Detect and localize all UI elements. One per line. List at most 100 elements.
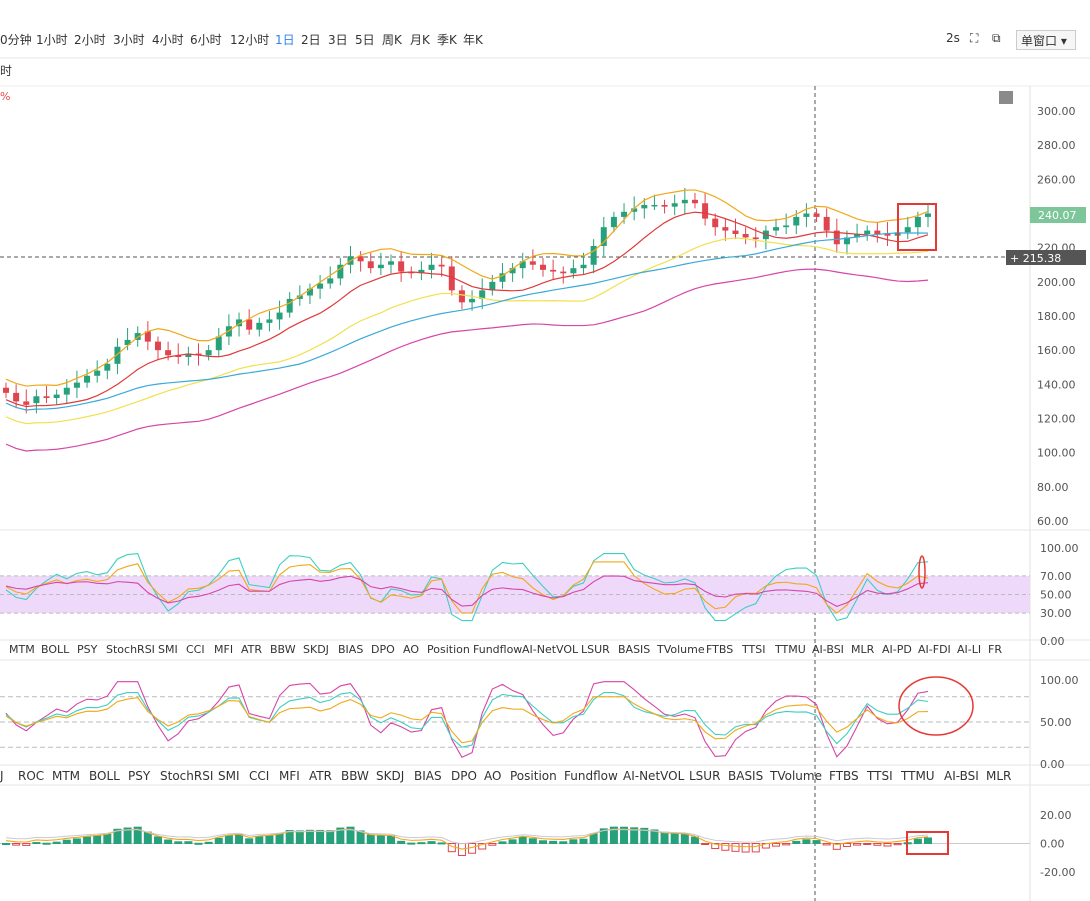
- indicator-tab[interactable]: TTMU: [901, 769, 935, 783]
- indicator-tab[interactable]: BASIS: [728, 769, 764, 783]
- indicator-tab[interactable]: ROC: [18, 769, 45, 783]
- histogram-bar: [32, 842, 41, 845]
- indicator-tab[interactable]: LSUR: [581, 643, 610, 656]
- timeframe-tab[interactable]: 1日: [275, 33, 295, 47]
- indicator-tab[interactable]: TTMU: [775, 643, 806, 656]
- indicator-tab[interactable]: AI-BSI: [944, 769, 979, 783]
- candle-body: [864, 230, 871, 234]
- indicator-tab[interactable]: StochRSI: [160, 769, 214, 783]
- indicator-tab[interactable]: SKDJ: [303, 643, 329, 656]
- candle-body: [53, 394, 60, 398]
- indicator-tab[interactable]: MFI: [214, 643, 234, 656]
- timeframe-tab[interactable]: 2小时: [74, 33, 106, 47]
- indicator-tab[interactable]: TTSI: [867, 769, 893, 783]
- last-price-badge: [1030, 207, 1086, 223]
- candle-body: [773, 227, 780, 231]
- indicator-tab[interactable]: BBW: [341, 769, 369, 783]
- refresh-interval[interactable]: 2s: [946, 31, 960, 45]
- indicator-tab[interactable]: DPO: [451, 769, 477, 783]
- indicator-tab[interactable]: J: [0, 769, 4, 783]
- timeframe-tab[interactable]: 季K: [437, 33, 457, 47]
- indicator-tab[interactable]: MTM: [9, 643, 35, 656]
- indicator-tab[interactable]: ATR: [309, 769, 332, 783]
- indicator-tab[interactable]: BOLL: [89, 769, 120, 783]
- candle-body: [296, 295, 303, 299]
- candle-body: [357, 256, 364, 262]
- timeframe-toolbar: 0分钟 1小时 2小时 3小时 4小时 6小时 12小时 1日 2日 3日 5日 周K 月K 季K 年K: [0, 25, 1090, 53]
- window-mode-select[interactable]: 单窗口 ▾: [1016, 30, 1076, 50]
- indicator-tab[interactable]: MLR: [851, 643, 875, 656]
- histogram-bar: [255, 836, 264, 844]
- indicator-tab[interactable]: AI-LI: [957, 643, 982, 656]
- indicator-tab[interactable]: AO: [484, 769, 502, 783]
- indicator-tab[interactable]: PSY: [128, 769, 151, 783]
- candle-body: [925, 213, 931, 217]
- indicator-tab[interactable]: FR: [988, 643, 1002, 656]
- indicator-tab[interactable]: MTM: [52, 769, 81, 783]
- indicator-tab[interactable]: Position: [427, 643, 470, 656]
- timeframe-tab[interactable]: 周K: [382, 33, 402, 47]
- timeframe-tab[interactable]: 3小时: [113, 33, 145, 47]
- timeframe-tab[interactable]: 年K: [463, 33, 483, 47]
- timeframe-tab[interactable]: 12小时: [230, 33, 270, 47]
- indicator-tab[interactable]: AI-PD: [882, 643, 912, 656]
- timeframe-tab[interactable]: 1小时: [36, 33, 68, 47]
- indicator-tab[interactable]: BASIS: [618, 643, 651, 656]
- indicator-tab[interactable]: Fundflow: [564, 769, 618, 783]
- indicator-tab[interactable]: AI-BSI: [812, 643, 844, 656]
- timeframe-tab[interactable]: 4小时: [152, 33, 184, 47]
- indicator-tab[interactable]: LSUR: [689, 769, 721, 783]
- indicator-tab[interactable]: SMI: [218, 769, 240, 783]
- histogram-bar: [295, 830, 304, 844]
- indicator-tab[interactable]: TVolume: [657, 643, 705, 656]
- indicator-tab[interactable]: AI-NetVOL: [623, 769, 685, 783]
- price-tick-label: 80.00: [1037, 481, 1069, 494]
- indicator-tab[interactable]: StochRSI: [106, 643, 155, 656]
- timeframe-tab[interactable]: 0分钟: [0, 33, 32, 47]
- indicator-tab[interactable]: BOLL: [41, 643, 70, 656]
- indicator-tab[interactable]: Fundflow: [473, 643, 523, 656]
- timeframe-tab[interactable]: 3日: [328, 33, 348, 47]
- indicator-tab[interactable]: TTSI: [742, 643, 766, 656]
- histogram-bar: [153, 836, 162, 845]
- candle-body: [246, 319, 253, 330]
- popout-icon[interactable]: ⧉: [992, 31, 1001, 45]
- indicator-tab[interactable]: CCI: [186, 643, 205, 656]
- indicator-tab[interactable]: AI-FDI: [918, 643, 951, 656]
- indicator-tab[interactable]: SKDJ: [376, 769, 405, 783]
- indicator-tab[interactable]: MFI: [279, 769, 300, 783]
- histogram-bar: [397, 840, 406, 844]
- chart-subtitle: 时: [0, 64, 13, 78]
- indicator-tab[interactable]: FTBS: [829, 769, 859, 783]
- candle-body: [661, 204, 668, 207]
- indicator-tab[interactable]: AO: [403, 643, 419, 656]
- candle-body: [671, 203, 678, 207]
- timeframe-tab[interactable]: 2日: [301, 33, 321, 47]
- candle-body: [823, 216, 830, 231]
- timeframe-tab[interactable]: 5日: [355, 33, 375, 47]
- candle-body: [783, 225, 790, 228]
- indicator-tab[interactable]: DPO: [371, 643, 395, 656]
- indicator-tab[interactable]: BBW: [270, 643, 296, 656]
- timeframe-tab[interactable]: 月K: [410, 33, 430, 47]
- indicator-tab[interactable]: FTBS: [706, 643, 734, 656]
- histogram-bar: [832, 843, 841, 850]
- timeframe-tab[interactable]: 6小时: [190, 33, 222, 47]
- candle-body: [3, 387, 9, 393]
- indicator-tab[interactable]: MLR: [986, 769, 1012, 783]
- indicator-tab[interactable]: BIAS: [338, 643, 364, 656]
- histogram-bar: [620, 826, 629, 844]
- indicator-tab[interactable]: TVolume: [770, 769, 822, 783]
- fullscreen-icon[interactable]: ⛶: [970, 31, 979, 45]
- indicator-tab[interactable]: CCI: [249, 769, 270, 783]
- indicator-tab[interactable]: BIAS: [414, 769, 442, 783]
- indicator-tab[interactable]: PSY: [77, 643, 98, 656]
- candle-body: [418, 269, 425, 274]
- indicator-tab[interactable]: AI-NetVOL: [522, 643, 579, 656]
- indicator-tab[interactable]: SMI: [158, 643, 178, 656]
- histogram-bar: [599, 828, 608, 845]
- indicator-tab[interactable]: ATR: [241, 643, 263, 656]
- histogram-bar: [83, 836, 92, 845]
- indicator-tab[interactable]: Position: [510, 769, 557, 783]
